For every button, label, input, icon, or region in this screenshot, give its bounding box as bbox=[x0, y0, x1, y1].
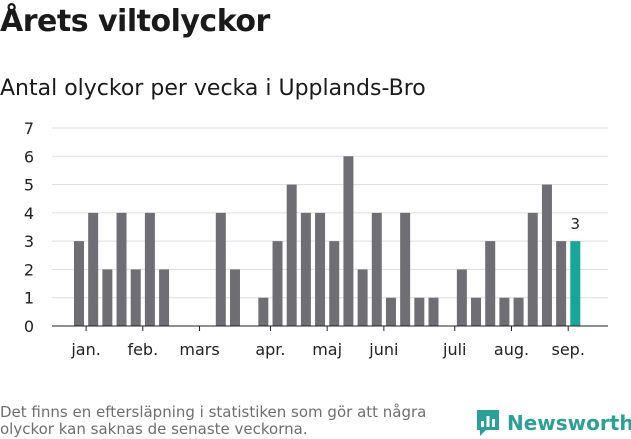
bar bbox=[88, 212, 99, 326]
x-tick-label: feb. bbox=[127, 340, 158, 359]
bar bbox=[485, 241, 496, 326]
x-tick-label: juni bbox=[368, 340, 398, 359]
bar bbox=[300, 212, 311, 326]
y-tick-label: 5 bbox=[24, 176, 34, 195]
y-tick-label: 2 bbox=[24, 260, 34, 279]
chart-subtitle: Antal olyckor per vecka i Upplands-Bro bbox=[0, 76, 426, 101]
x-tick-label: jan. bbox=[70, 340, 100, 359]
y-tick-label: 0 bbox=[24, 317, 34, 336]
bar-chart: 0 1 2 3 4 5 6 7 3 jan. feb. mars apr. maj juni juli aug.… bbox=[24, 119, 608, 359]
bar bbox=[428, 297, 439, 326]
bar bbox=[144, 212, 155, 326]
bar bbox=[357, 269, 368, 326]
y-tick-label: 6 bbox=[24, 147, 34, 166]
x-tick-label: maj bbox=[312, 340, 342, 359]
bar bbox=[130, 269, 141, 326]
x-tick-label: mars bbox=[179, 340, 219, 359]
bar bbox=[74, 241, 84, 326]
bar bbox=[215, 212, 226, 326]
y-tick-label: 7 bbox=[24, 119, 34, 138]
bar-highlight bbox=[570, 241, 581, 326]
bar bbox=[400, 212, 411, 326]
bar bbox=[272, 241, 283, 326]
brand: Newsworthy bbox=[475, 408, 631, 438]
bar bbox=[471, 297, 482, 326]
bar bbox=[116, 212, 127, 326]
bar bbox=[286, 184, 297, 326]
bar bbox=[315, 212, 326, 326]
bar bbox=[385, 297, 396, 326]
bar bbox=[258, 297, 269, 326]
bar bbox=[456, 269, 467, 326]
y-tick-label: 3 bbox=[24, 232, 34, 251]
newsworthy-logo-icon bbox=[477, 410, 499, 436]
bar bbox=[513, 297, 524, 326]
x-tick-label: apr. bbox=[255, 340, 285, 359]
footnote: Det finns en eftersläpning i statistiken… bbox=[0, 403, 427, 438]
bar bbox=[541, 184, 552, 326]
x-tick-label: sep. bbox=[551, 340, 584, 359]
y-tick-label: 1 bbox=[24, 289, 34, 308]
brand-name: Newsworthy bbox=[507, 411, 631, 435]
bar bbox=[329, 241, 340, 326]
bar bbox=[527, 212, 538, 326]
x-tick-label: aug. bbox=[494, 340, 529, 359]
y-tick-label: 4 bbox=[24, 204, 34, 223]
bar bbox=[556, 241, 567, 326]
bar bbox=[414, 297, 425, 326]
x-tick-label: juli bbox=[442, 340, 466, 359]
bar bbox=[159, 269, 170, 326]
bar bbox=[371, 212, 382, 326]
chart-title: Årets viltolyckor bbox=[0, 4, 270, 39]
bar bbox=[229, 269, 240, 326]
data-label: 3 bbox=[571, 215, 581, 233]
bar bbox=[102, 269, 113, 326]
bar bbox=[499, 297, 510, 326]
bar bbox=[343, 156, 354, 326]
